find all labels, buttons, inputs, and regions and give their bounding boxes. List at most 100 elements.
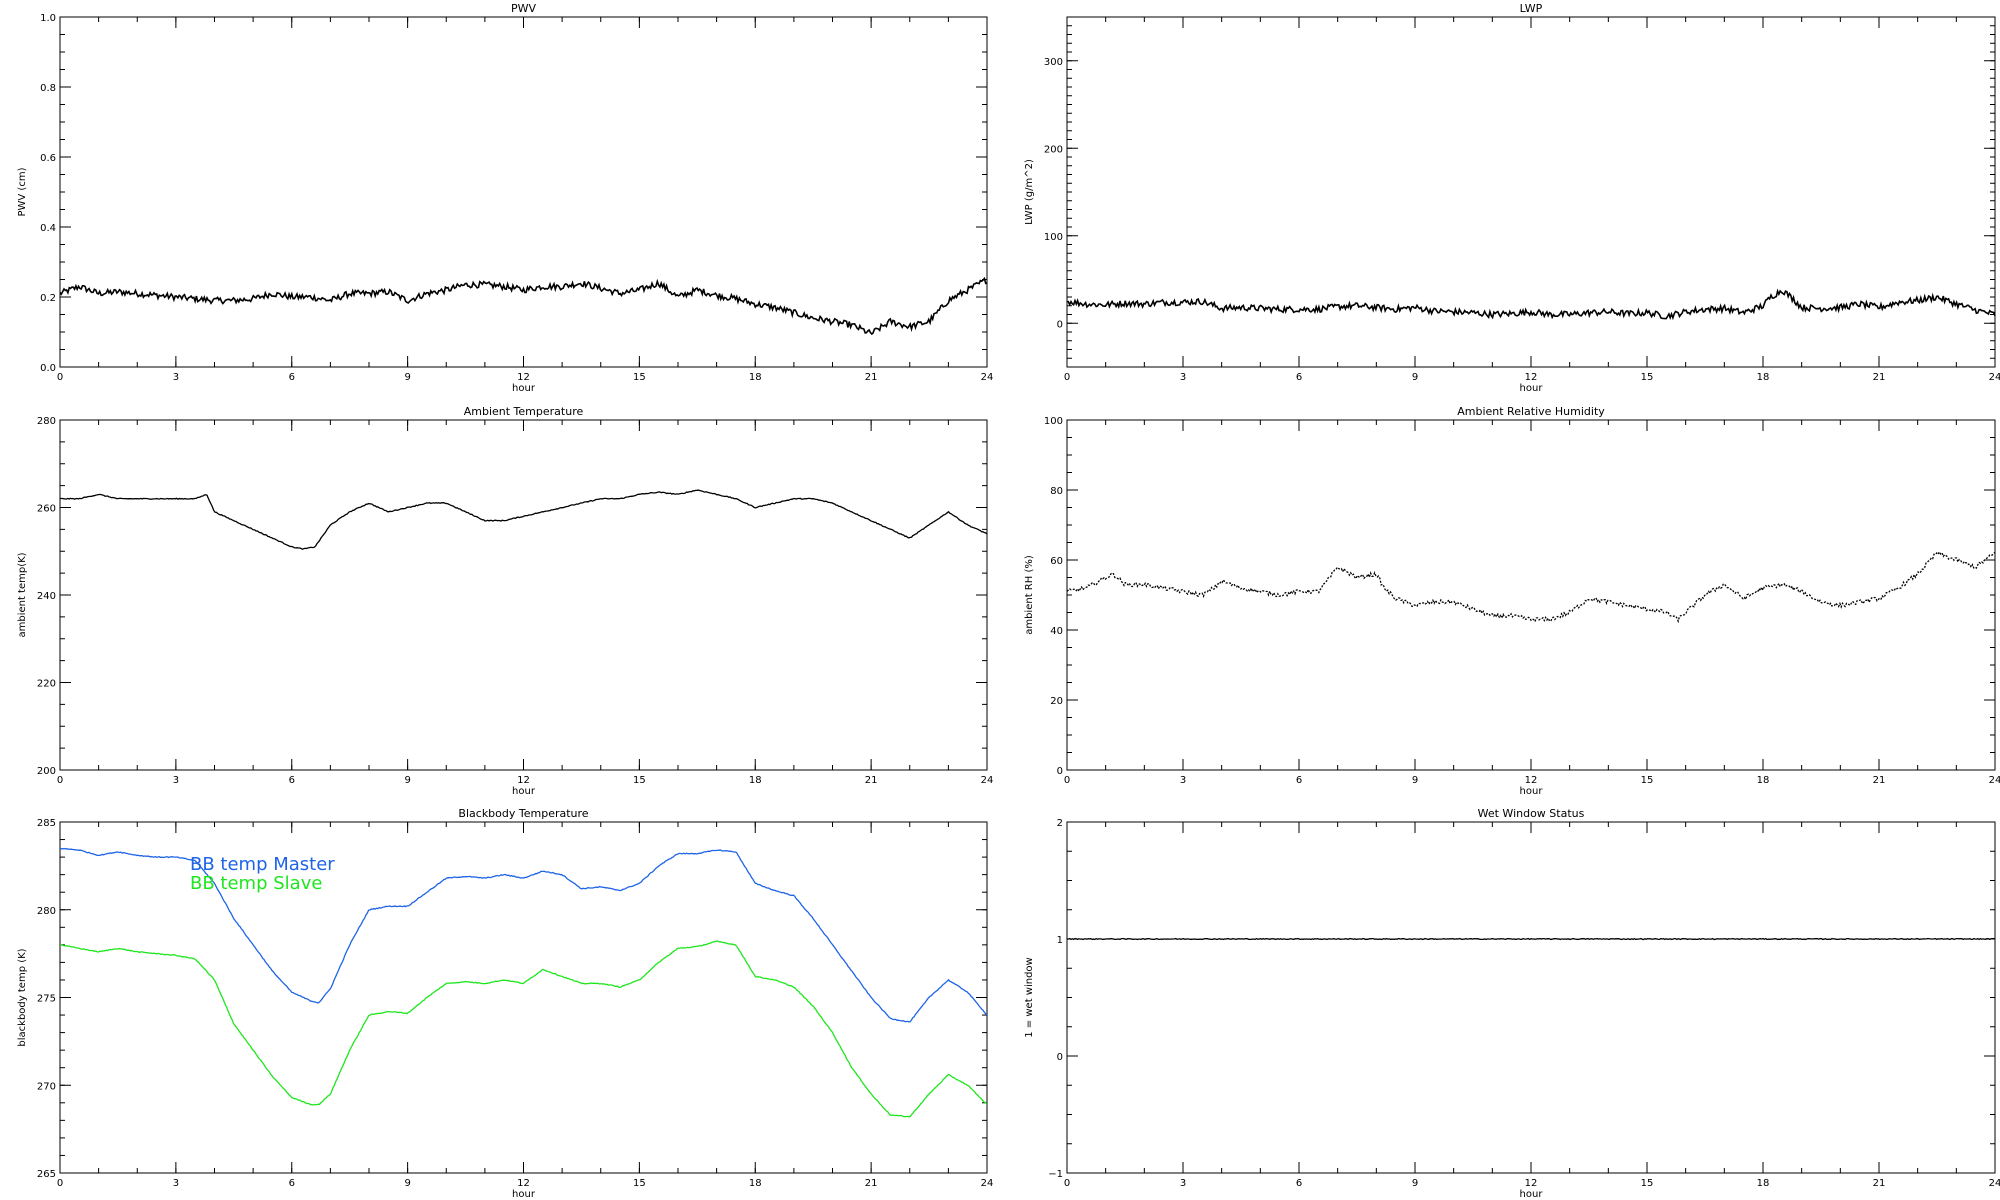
y-tick-label: 20: [1050, 696, 1063, 707]
legend-entry: BB temp Master: [190, 854, 335, 875]
y-tick-label: 0.4: [40, 223, 56, 234]
x-tick-label: 6: [289, 775, 295, 786]
series-line-1: [60, 489, 987, 551]
legend-entry: BB temp Slave: [190, 873, 322, 894]
data-area: [60, 276, 987, 336]
data-area: [1067, 937, 1995, 941]
chart-panel-1: PWV 0 3 6 9 12 15 18 21 24 hour 0.0 0.2 0.4 0.6 0.8 1.0 P…: [17, 2, 993, 394]
y-tick-label: −1: [1048, 1169, 1063, 1180]
x-tick-label: 18: [749, 1178, 762, 1189]
y-tick-label: 40: [1050, 626, 1063, 637]
y-tick-label: 220: [37, 679, 56, 690]
x-axis-title: hour: [1520, 1189, 1544, 1200]
y-tick-label: 275: [37, 994, 56, 1005]
y-tick-label: 280: [37, 906, 56, 917]
y-tick-label: 0: [1057, 766, 1063, 777]
x-tick-label: 9: [1412, 1178, 1418, 1189]
y-tick-label: 0.0: [40, 363, 56, 374]
x-tick-label: 0: [57, 775, 63, 786]
series-line-bb-temp-master: [60, 847, 987, 1023]
x-tick-label: 15: [1641, 775, 1654, 786]
y-tick-label: 60: [1050, 556, 1063, 567]
y-tick-label: 240: [37, 591, 56, 602]
x-tick-label: 3: [173, 372, 179, 383]
chart-panel-3: Ambient Temperature 0 3 6 9 12 15 18 21 24 hour 200…: [17, 405, 993, 797]
data-area: [1067, 550, 1995, 624]
x-tick-label: 21: [1873, 1178, 1886, 1189]
chart-panel-2: LWP 0 3 6 9 12 15 18 21 24 hour 0 100 200 300 LWP (g/m^…: [1024, 2, 2000, 394]
plot-title: Blackbody Temperature: [458, 807, 588, 820]
x-tick-label: 15: [633, 372, 646, 383]
plot-title: LWP: [1520, 2, 1543, 15]
x-tick-label: 24: [1989, 372, 2000, 383]
y-tick-label: 0.8: [40, 83, 56, 94]
x-tick-label: 6: [1296, 372, 1302, 383]
x-tick-label: 21: [1873, 372, 1886, 383]
y-tick-label: 2: [1057, 818, 1063, 829]
plot-frame: [1066, 16, 1996, 368]
plot-title: Ambient Relative Humidity: [1457, 405, 1605, 418]
x-tick-label: 21: [1873, 775, 1886, 786]
y-tick-label: 1.0: [40, 13, 56, 24]
series-line-1: [1067, 550, 1995, 624]
x-axis-title: hour: [512, 1189, 536, 1200]
x-tick-label: 15: [1641, 1178, 1654, 1189]
y-tick-label: 300: [1044, 57, 1063, 68]
x-tick-label: 3: [1180, 1178, 1186, 1189]
x-tick-label: 6: [289, 1178, 295, 1189]
x-tick-label: 9: [1412, 372, 1418, 383]
x-tick-label: 12: [517, 1178, 530, 1189]
y-tick-label: 100: [1044, 232, 1063, 243]
y-axis-title: PWV (cm): [17, 167, 28, 216]
x-tick-label: 21: [865, 775, 878, 786]
x-tick-label: 3: [173, 775, 179, 786]
x-tick-label: 15: [633, 1178, 646, 1189]
series-line-bb-temp-slave: [60, 940, 987, 1118]
series-line-1: [60, 276, 987, 336]
plot-frame: [1066, 821, 1996, 1174]
x-tick-label: 6: [1296, 1178, 1302, 1189]
x-tick-label: 3: [1180, 372, 1186, 383]
x-tick-label: 24: [981, 775, 994, 786]
y-axis-title: 1 = wet window: [1024, 957, 1035, 1037]
y-tick-label: 270: [37, 1081, 56, 1092]
x-tick-label: 12: [517, 775, 530, 786]
x-tick-label: 18: [749, 372, 762, 383]
x-tick-label: 18: [1757, 775, 1770, 786]
x-tick-label: 3: [1180, 775, 1186, 786]
plot-title: PWV: [511, 2, 537, 15]
x-tick-label: 18: [1757, 372, 1770, 383]
x-tick-label: 18: [1757, 1178, 1770, 1189]
x-tick-label: 21: [865, 1178, 878, 1189]
x-tick-label: 0: [1064, 1178, 1070, 1189]
x-tick-label: 24: [1989, 775, 2000, 786]
x-tick-label: 9: [404, 1178, 410, 1189]
plot-frame: [1066, 419, 1996, 771]
x-tick-label: 12: [1525, 1178, 1538, 1189]
y-tick-label: 0: [1057, 319, 1063, 330]
x-tick-label: 6: [289, 372, 295, 383]
y-tick-label: 80: [1050, 486, 1063, 497]
plot-title: Wet Window Status: [1478, 807, 1585, 820]
x-tick-label: 9: [1412, 775, 1418, 786]
data-area: [1067, 288, 1995, 321]
x-tick-label: 0: [57, 1178, 63, 1189]
x-tick-label: 0: [1064, 775, 1070, 786]
y-axis-title: ambient RH (%): [1024, 555, 1035, 635]
y-tick-label: 260: [37, 504, 56, 515]
x-tick-label: 15: [633, 775, 646, 786]
x-tick-label: 24: [1989, 1178, 2000, 1189]
y-tick-label: 0.6: [40, 153, 56, 164]
x-axis-title: hour: [1520, 383, 1544, 394]
x-tick-label: 9: [404, 372, 410, 383]
data-area: [60, 847, 987, 1118]
y-tick-label: 1: [1057, 935, 1063, 946]
x-tick-label: 24: [981, 1178, 994, 1189]
x-axis-title: hour: [1520, 786, 1544, 797]
x-axis-title: hour: [512, 786, 536, 797]
series-line-1: [1067, 937, 1995, 941]
x-tick-label: 0: [1064, 372, 1070, 383]
x-tick-label: 12: [517, 372, 530, 383]
